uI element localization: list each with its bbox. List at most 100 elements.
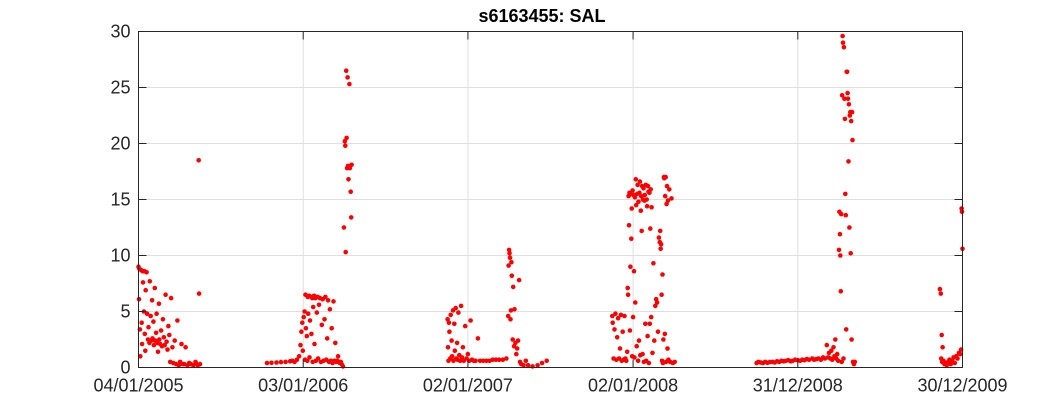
data-point bbox=[627, 328, 633, 333]
data-point bbox=[847, 113, 853, 118]
data-point bbox=[836, 247, 842, 253]
data-point bbox=[530, 364, 535, 369]
data-point bbox=[622, 313, 627, 319]
data-point bbox=[833, 337, 838, 342]
y-tick-label: 25 bbox=[110, 78, 130, 98]
data-point bbox=[850, 137, 855, 143]
x-tick-label: 04/01/2005 bbox=[93, 376, 183, 396]
data-point bbox=[510, 337, 515, 342]
data-point bbox=[614, 335, 620, 340]
data-point bbox=[179, 341, 184, 347]
data-point bbox=[343, 68, 349, 73]
data-point bbox=[460, 345, 466, 350]
data-point bbox=[669, 196, 674, 201]
data-point bbox=[507, 251, 512, 256]
data-point bbox=[521, 363, 526, 368]
data-point bbox=[143, 287, 148, 293]
data-point bbox=[644, 197, 649, 202]
data-point bbox=[846, 159, 851, 164]
y-tick-labels: 0 5 10 15 20 25 30 bbox=[110, 22, 130, 378]
data-point bbox=[300, 348, 306, 354]
data-point bbox=[831, 345, 836, 350]
data-point bbox=[323, 294, 328, 300]
data-point bbox=[139, 341, 145, 347]
data-point bbox=[142, 331, 148, 337]
data-point bbox=[152, 285, 158, 291]
data-point bbox=[304, 333, 310, 339]
data-point bbox=[849, 109, 855, 115]
data-point bbox=[143, 348, 148, 354]
data-point bbox=[447, 329, 452, 335]
data-point bbox=[664, 183, 670, 189]
data-point bbox=[309, 331, 314, 337]
data-point bbox=[632, 355, 637, 360]
x-tick-labels: 04/01/2005 03/01/2006 02/01/2007 02/01/2008… bbox=[93, 376, 1007, 396]
data-point bbox=[303, 326, 309, 331]
data-point bbox=[509, 259, 514, 265]
data-point bbox=[640, 351, 645, 357]
data-point bbox=[459, 355, 465, 360]
data-point bbox=[849, 337, 854, 342]
data-point bbox=[504, 356, 509, 361]
data-point bbox=[162, 342, 167, 348]
data-point bbox=[633, 300, 638, 305]
data-point bbox=[544, 358, 549, 364]
data-point bbox=[452, 321, 457, 327]
data-point bbox=[842, 116, 848, 122]
data-point bbox=[667, 187, 672, 192]
data-point bbox=[508, 317, 513, 322]
data-point bbox=[631, 268, 637, 274]
data-point bbox=[842, 96, 847, 101]
data-point bbox=[852, 359, 858, 365]
y-tick-label: 10 bbox=[110, 246, 130, 266]
data-point bbox=[835, 358, 841, 364]
data-point bbox=[841, 44, 847, 50]
data-point bbox=[345, 75, 350, 80]
data-point bbox=[274, 360, 279, 365]
data-point bbox=[468, 318, 473, 323]
data-point bbox=[837, 231, 843, 237]
data-point bbox=[153, 330, 159, 336]
data-point bbox=[183, 345, 188, 350]
data-point bbox=[197, 361, 203, 367]
data-point bbox=[829, 357, 835, 363]
data-point bbox=[301, 314, 307, 320]
data-point bbox=[514, 346, 520, 351]
data-point bbox=[628, 264, 633, 270]
data-point bbox=[196, 158, 201, 163]
data-point bbox=[624, 349, 630, 355]
data-point bbox=[157, 337, 162, 342]
data-point bbox=[660, 272, 665, 277]
data-point bbox=[641, 186, 646, 191]
data-point bbox=[283, 359, 288, 365]
data-point bbox=[343, 249, 349, 255]
data-point bbox=[325, 298, 331, 303]
data-point bbox=[626, 223, 632, 228]
data-point bbox=[299, 329, 304, 335]
data-point bbox=[161, 335, 167, 340]
data-point bbox=[656, 235, 662, 240]
data-point bbox=[629, 206, 634, 211]
data-point bbox=[475, 336, 481, 341]
data-points bbox=[136, 33, 965, 369]
data-point bbox=[155, 349, 161, 355]
data-point bbox=[294, 357, 300, 363]
data-point bbox=[151, 342, 157, 348]
data-point bbox=[158, 328, 164, 333]
data-point bbox=[514, 351, 519, 357]
data-point bbox=[645, 333, 650, 339]
data-point bbox=[448, 312, 454, 318]
data-point bbox=[648, 226, 653, 231]
x-tick-label: 02/01/2008 bbox=[588, 376, 678, 396]
data-point bbox=[314, 310, 320, 315]
data-point bbox=[635, 182, 640, 188]
data-point bbox=[477, 358, 483, 364]
data-point bbox=[844, 69, 850, 75]
data-point bbox=[957, 351, 963, 357]
data-point bbox=[648, 187, 653, 192]
data-point bbox=[630, 188, 635, 193]
data-point bbox=[264, 360, 270, 366]
data-point bbox=[473, 358, 478, 364]
data-point bbox=[269, 360, 274, 366]
data-point bbox=[645, 183, 651, 189]
